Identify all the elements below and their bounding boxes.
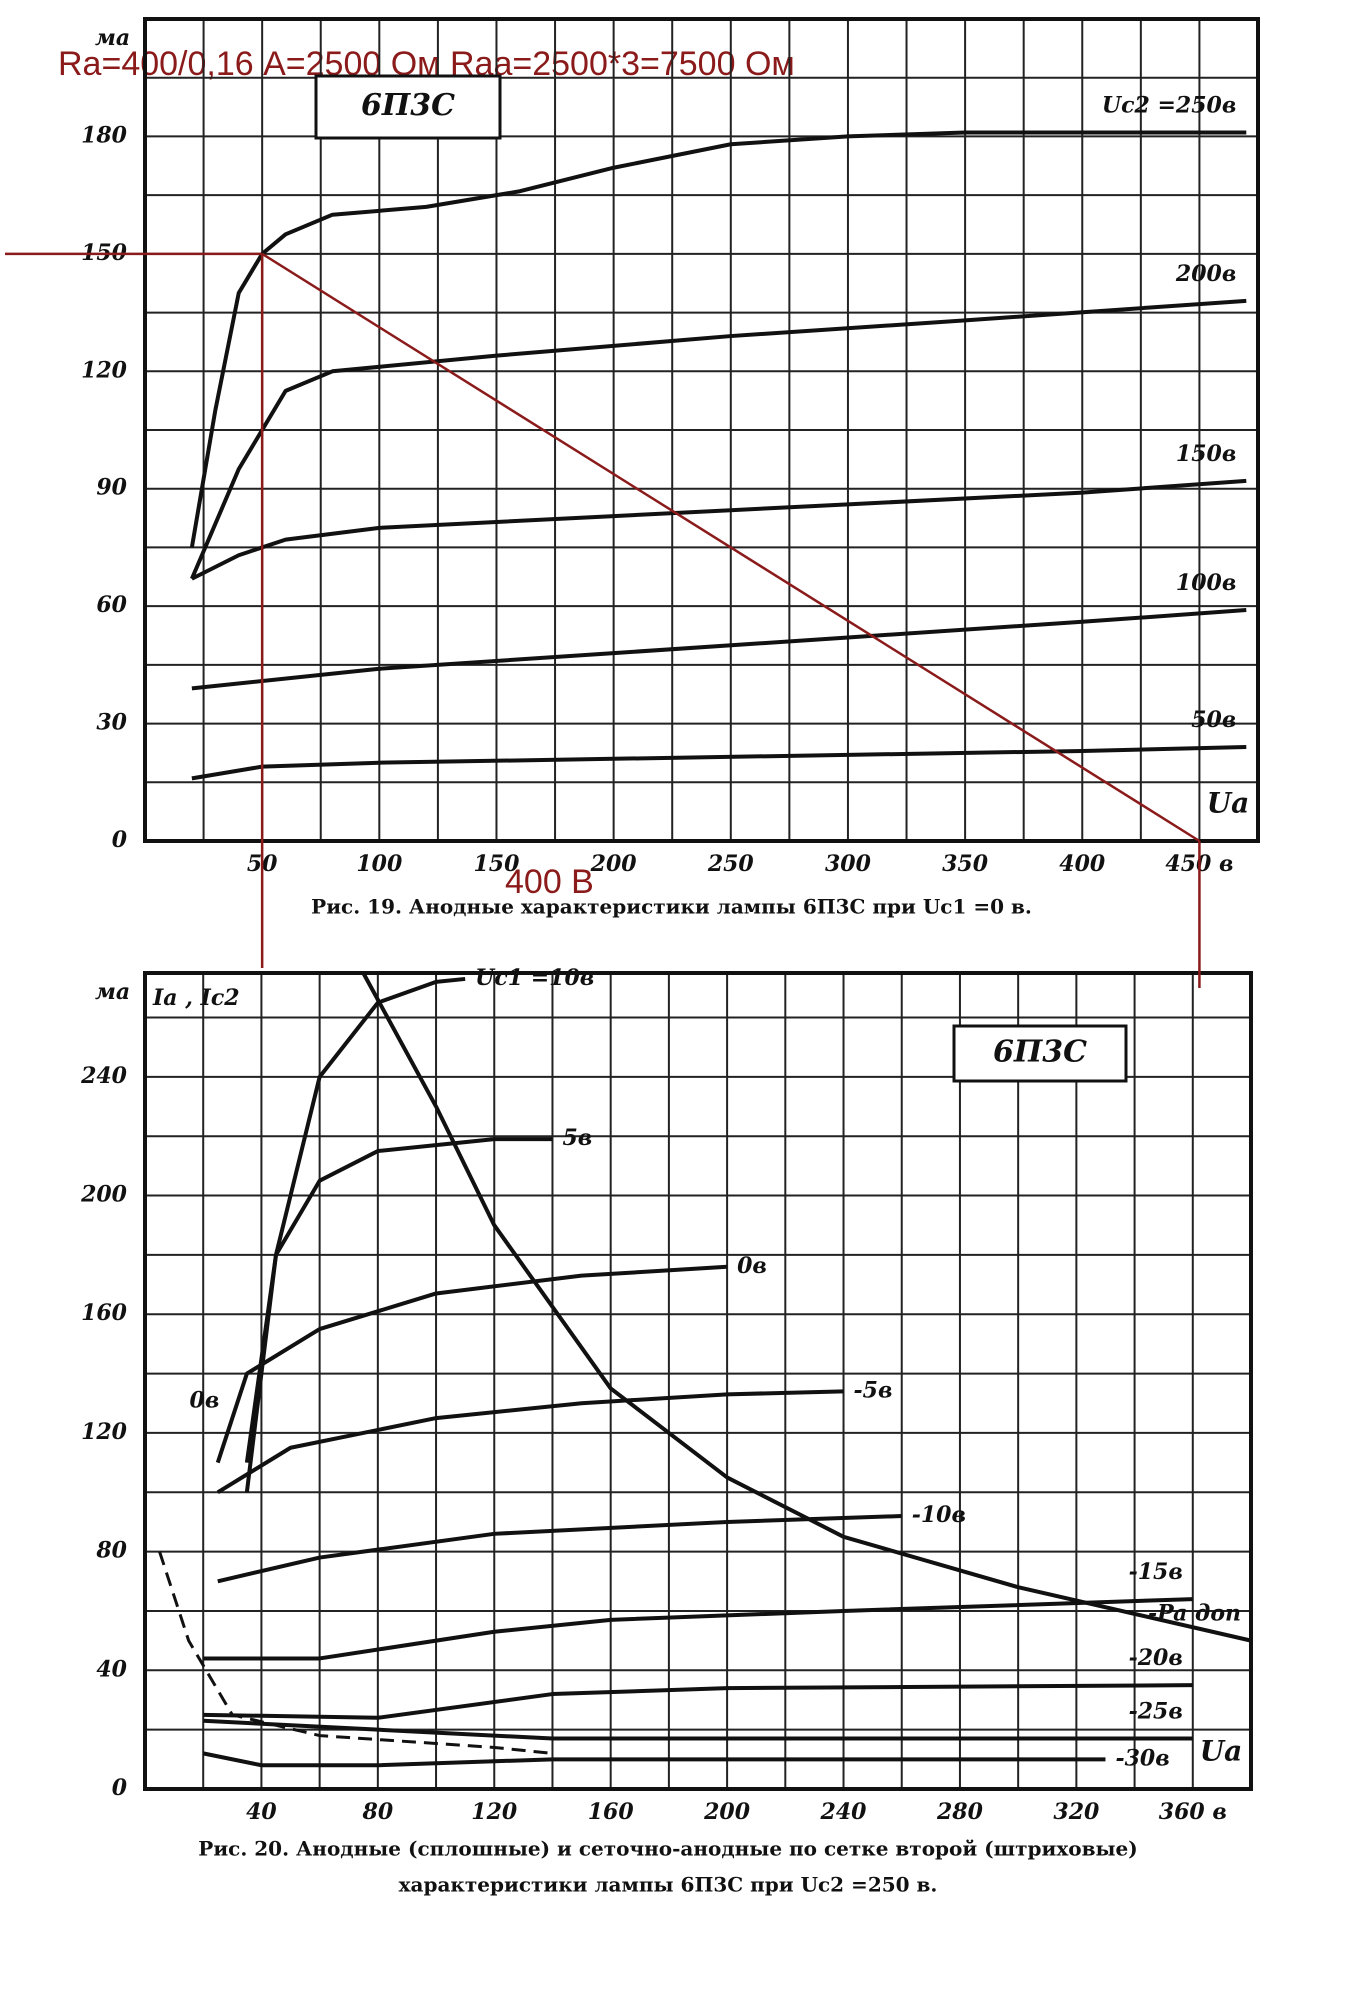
series-label: -5в: [854, 1377, 893, 1403]
series-label: -30в: [1115, 1745, 1169, 1771]
x-tick-label: 300: [825, 851, 872, 877]
caption: характеристики лампы 6П3С при Uc2 =250 в…: [399, 1873, 938, 1897]
series-line: [203, 1597, 1193, 1661]
series-line: [190, 478, 1247, 581]
series-label: -15в: [1129, 1559, 1183, 1585]
x-tick-label: 200: [590, 851, 638, 877]
caption: Рис. 20. Анодные (сплошные) и сеточно-ан…: [198, 1837, 1137, 1861]
y-tick-label: 60: [96, 592, 127, 618]
y-axis-label: ма: [95, 979, 130, 1005]
x-tick-label: 100: [356, 851, 403, 877]
y-tick-label: 0: [112, 827, 128, 853]
series-label: 150в: [1176, 441, 1236, 467]
current-label: Ia , Ic2: [152, 985, 240, 1011]
x-tick-label: 250: [707, 851, 755, 877]
y-tick-label: 0: [112, 1775, 128, 1801]
series-line: [189, 130, 1247, 548]
x-tick-label: 150: [474, 851, 521, 877]
x-tick-label: 120: [471, 1799, 518, 1825]
series-label: -20в: [1129, 1645, 1183, 1671]
series-line: [190, 298, 1247, 580]
series-line: [191, 745, 1247, 781]
label-box: [314, 74, 502, 140]
series-label: 100в: [1176, 570, 1236, 596]
y-tick-label: 120: [81, 357, 128, 383]
x-tick-label: 200: [703, 1799, 751, 1825]
series-line: [203, 1718, 1193, 1741]
y-tick-label: 180: [81, 122, 128, 148]
series-label: -25в: [1129, 1699, 1183, 1725]
series-line: [215, 1264, 728, 1464]
series-label: -10в: [912, 1502, 966, 1528]
x-tick-label: 240: [820, 1799, 868, 1825]
y-tick-label: 40: [96, 1656, 127, 1682]
series-label: Uc1 =10в: [475, 965, 594, 991]
x-axis-label: Ua: [1200, 1735, 1243, 1768]
y-tick-label: 240: [80, 1063, 128, 1089]
x-tick-label: 160: [588, 1799, 635, 1825]
chart-label: 6П3С: [993, 1035, 1087, 1070]
x-tick-label: 320: [1053, 1799, 1100, 1825]
y-tick-label: 80: [95, 1538, 127, 1564]
series-line: [202, 1751, 1106, 1768]
series-line: [158, 1551, 553, 1755]
plot-frame: [143, 971, 1253, 1791]
x-axis-label: Ua: [1207, 787, 1250, 820]
series-label: 0в: [190, 1388, 220, 1414]
series-line: [361, 972, 1252, 1643]
x-tick-label: 280: [936, 1799, 984, 1825]
y-tick-label: 30: [96, 710, 127, 736]
y-tick-label: 200: [80, 1182, 128, 1208]
y-axis-label: ма: [95, 25, 130, 51]
series-label: 200в: [1175, 261, 1236, 287]
series-label: -Pa доп: [1148, 1601, 1241, 1627]
series-label: Uc2 =250в: [1102, 93, 1236, 119]
plot-frame: [143, 17, 1260, 843]
x-tick-label: 360 в: [1159, 1799, 1227, 1825]
series-line: [216, 1389, 844, 1494]
load-line: [261, 252, 1201, 843]
series-line: [217, 1514, 902, 1584]
x-tick-label: 400: [1059, 851, 1106, 877]
series-label: 50в: [1191, 707, 1236, 733]
x-tick-label: 80: [362, 1799, 394, 1825]
series-line: [244, 1137, 553, 1493]
y-tick-label: 120: [81, 1419, 128, 1445]
label-box: [952, 1024, 1128, 1083]
series-line: [191, 608, 1247, 691]
x-tick-label: 350: [942, 851, 989, 877]
series-label: 0в: [737, 1253, 767, 1279]
y-tick-label: 90: [96, 475, 127, 501]
series-line: [244, 976, 466, 1463]
x-tick-label: 40: [246, 1799, 277, 1825]
series-label: 5в: [562, 1125, 592, 1151]
y-tick-label: 160: [81, 1300, 128, 1326]
chart-label: 6П3С: [361, 88, 455, 123]
series-line: [203, 1683, 1193, 1720]
voltage-note: 400 В: [505, 863, 594, 901]
caption: Рис. 19. Анодные характеристики лампы 6П…: [311, 895, 1032, 919]
